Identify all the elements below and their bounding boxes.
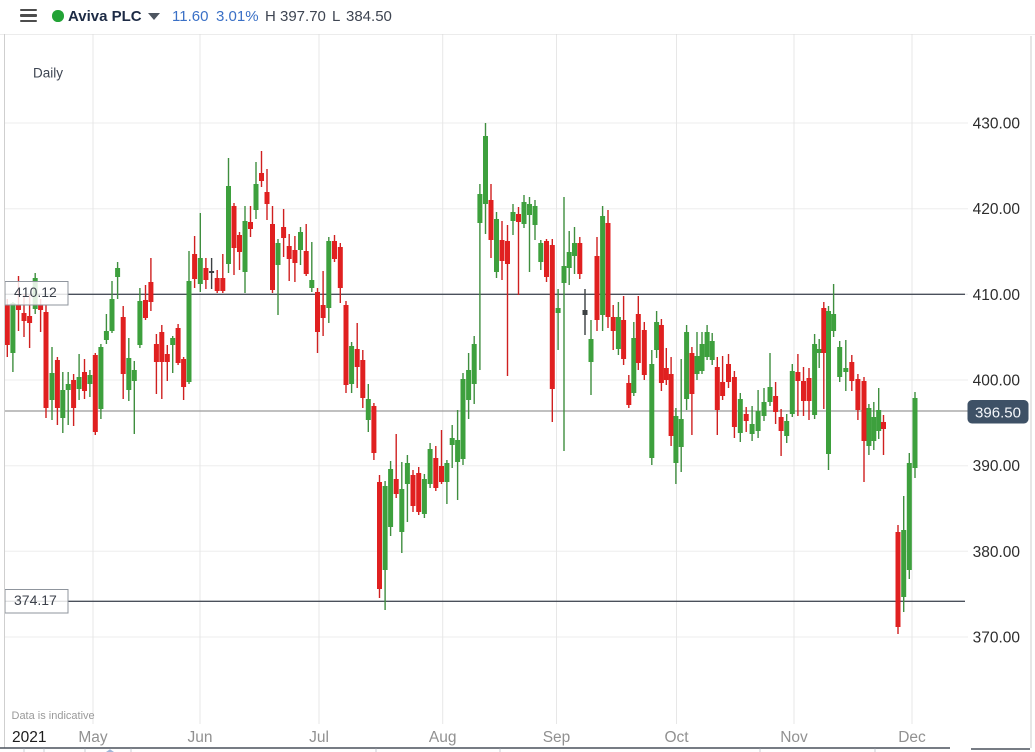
svg-text:Jun: Jun [188,729,213,746]
svg-text:390.00: 390.00 [973,458,1021,475]
svg-text:Oct: Oct [664,729,689,746]
svg-text:430.00: 430.00 [973,116,1021,133]
svg-text:Sep: Sep [543,729,571,746]
svg-text:410.12: 410.12 [14,284,57,300]
svg-text:420.00: 420.00 [973,201,1021,218]
svg-text:370.00: 370.00 [973,630,1021,647]
svg-text:396.50: 396.50 [975,405,1021,422]
svg-text:Data is indicative: Data is indicative [12,710,95,722]
svg-text:Aug: Aug [429,729,457,746]
svg-text:Dec: Dec [898,729,926,746]
svg-text:374.17: 374.17 [14,592,57,608]
svg-text:410.00: 410.00 [973,287,1021,304]
svg-text:400.00: 400.00 [973,373,1021,390]
svg-text:Daily: Daily [33,66,63,81]
svg-text:2021: 2021 [12,729,46,746]
svg-text:Jul: Jul [309,729,329,746]
svg-text:Nov: Nov [780,729,808,746]
svg-text:May: May [78,729,108,746]
svg-text:380.00: 380.00 [973,544,1021,561]
